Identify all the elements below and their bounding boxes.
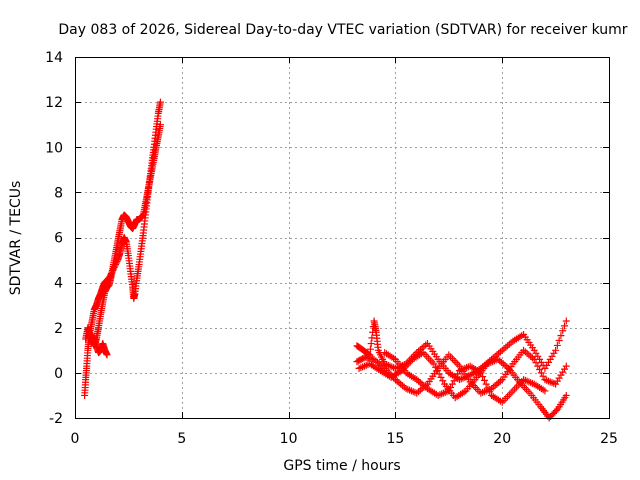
data-point (477, 369, 485, 377)
x-axis-label: GPS time / hours (283, 458, 400, 474)
y-tick-label: 0 (54, 366, 63, 382)
y-tick-label: -2 (49, 411, 63, 427)
series-segment-early-a (81, 98, 164, 399)
data-point (448, 380, 456, 388)
data-point (486, 388, 494, 396)
x-tick-label: 5 (177, 431, 186, 447)
y-tick-label: 8 (54, 185, 63, 201)
y-tick-label: 12 (45, 95, 63, 111)
data-point (532, 359, 540, 367)
data-marks (81, 98, 570, 422)
data-point (480, 376, 488, 384)
y-axis-label: SDTVAR / TECUs (8, 181, 24, 296)
data-point (561, 322, 568, 330)
series-segment-early-b (82, 121, 164, 350)
data-point (534, 362, 542, 370)
data-point (479, 373, 487, 381)
data-point (366, 345, 374, 353)
x-tick-label: 15 (386, 431, 404, 447)
y-tick-label: 2 (54, 321, 63, 337)
data-point (552, 406, 560, 414)
data-point (553, 341, 561, 349)
data-point (557, 332, 565, 340)
data-point (552, 346, 560, 354)
x-tick-label: 25 (600, 431, 618, 447)
series-segment-early-c (90, 333, 111, 359)
y-tick-label: 6 (54, 231, 63, 247)
data-point (439, 377, 447, 385)
data-point (559, 327, 567, 335)
axis-ticks (75, 57, 610, 419)
data-point (103, 351, 111, 359)
data-point (367, 340, 375, 348)
data-point (437, 373, 445, 381)
data-point (541, 387, 549, 395)
data-point (484, 384, 492, 392)
data-point (482, 380, 490, 388)
tick-labels: 0 5 10 15 20 25 -2 0 2 4 6 8 10 12 14 (45, 50, 618, 447)
grid (75, 57, 609, 418)
y-tick-label: 14 (45, 50, 63, 66)
x-tick-label: 10 (280, 431, 298, 447)
data-point (537, 369, 545, 377)
chart-title: Day 083 of 2026, Sidereal Day-to-day VTE… (58, 22, 627, 38)
data-point (156, 121, 164, 129)
data-point (156, 98, 164, 106)
data-point (536, 365, 544, 373)
x-tick-label: 0 (71, 431, 80, 447)
y-tick-label: 4 (54, 276, 63, 292)
data-point (555, 337, 563, 345)
series-segment-late-c (355, 349, 570, 422)
data-point (562, 391, 570, 399)
x-tick-label: 20 (493, 431, 511, 447)
y-tick-label: 10 (45, 140, 63, 156)
data-point (562, 317, 570, 325)
series-segment-late-d (381, 349, 549, 406)
data-point (562, 362, 570, 370)
